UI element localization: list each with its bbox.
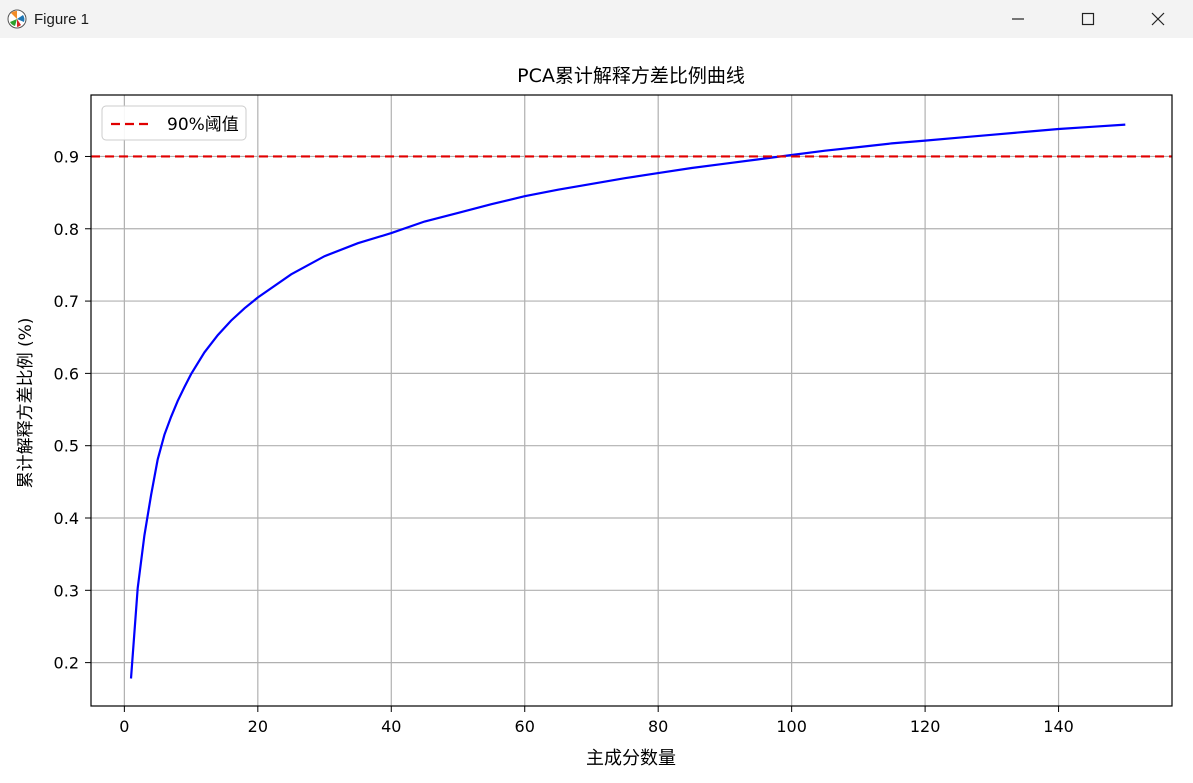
close-icon <box>1151 12 1165 26</box>
x-tick-label: 140 <box>1043 717 1074 736</box>
y-tick-label: 0.2 <box>54 654 79 673</box>
y-tick-label: 0.9 <box>54 147 79 166</box>
x-tick-label: 100 <box>776 717 807 736</box>
chart-title: PCA累计解释方差比例曲线 <box>517 65 745 87</box>
x-tick-label: 40 <box>381 717 401 736</box>
y-tick-label: 0.5 <box>54 437 79 456</box>
plot-frame <box>90 94 1173 707</box>
x-axis-ticks: 0 20 40 60 80 100 120 140 <box>119 706 1074 736</box>
legend: 90%阈值 <box>101 105 247 141</box>
y-tick-label: 0.8 <box>54 220 79 239</box>
x-tick-label: 120 <box>910 717 941 736</box>
y-axis-label: 累计解释方差比例 (%) <box>16 318 36 489</box>
window-titlebar: Figure 1 <box>0 0 1193 38</box>
close-button[interactable] <box>1123 0 1193 38</box>
y-tick-label: 0.7 <box>54 292 79 311</box>
window-title: Figure 1 <box>34 10 90 28</box>
y-tick-label: 0.3 <box>54 581 79 600</box>
y-axis-ticks: 0.2 0.3 0.4 0.5 0.6 0.7 0.8 0.9 <box>54 147 91 673</box>
minimize-button[interactable] <box>983 0 1053 38</box>
x-axis-label: 主成分数量 <box>586 748 676 769</box>
x-tick-label: 20 <box>248 717 268 736</box>
minimize-icon <box>1012 18 1024 20</box>
maximize-button[interactable] <box>1053 0 1123 38</box>
x-tick-label: 80 <box>648 717 668 736</box>
x-tick-label: 60 <box>515 717 535 736</box>
explained-variance-curve <box>129 123 1126 679</box>
x-tick-label: 0 <box>119 717 129 736</box>
matplotlib-icon <box>6 8 28 30</box>
data-series <box>91 123 1172 679</box>
y-tick-label: 0.6 <box>54 364 79 383</box>
figure-canvas: PCA累计解释方差比例曲线 0 20 40 60 80 100 120 140 0.2 0.3 0… <box>0 38 1193 779</box>
y-tick-label: 0.4 <box>54 509 79 528</box>
window-controls <box>983 0 1193 38</box>
grid-lines <box>91 95 1172 706</box>
legend-box <box>101 105 247 141</box>
legend-label: 90%阈值 <box>167 115 239 135</box>
maximize-icon <box>1081 12 1095 26</box>
pca-chart: PCA累计解释方差比例曲线 0 20 40 60 80 100 120 140 0.20.30… <box>16 65 1173 769</box>
